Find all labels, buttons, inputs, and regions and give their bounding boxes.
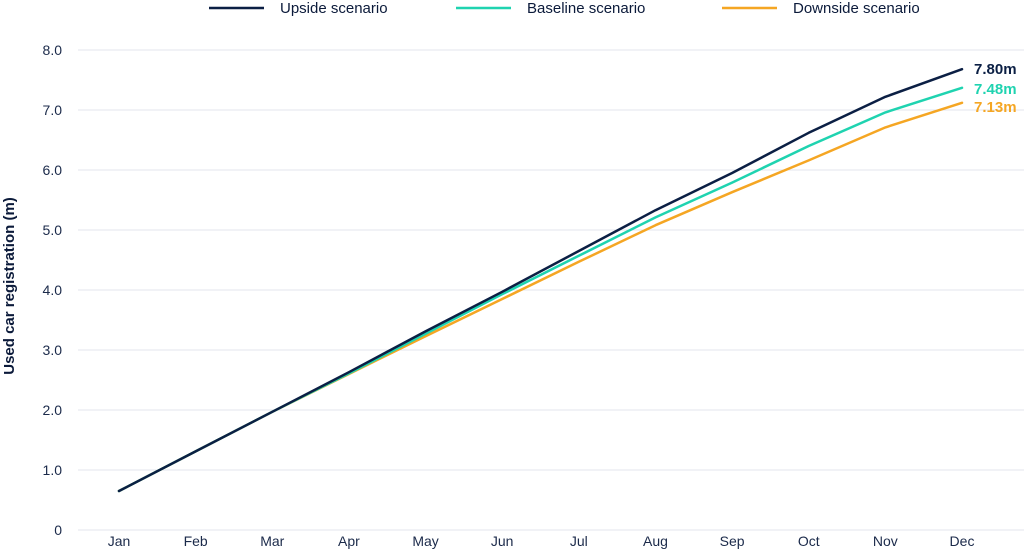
y-tick-label: 2.0 (43, 402, 63, 418)
y-axis-title: Used car registration (m) (1, 197, 18, 375)
x-tick-label: Jan (108, 533, 131, 549)
y-tick-label: 0 (54, 522, 62, 538)
end-value-label: 7.80m (974, 61, 1017, 78)
y-tick-label: 6.0 (43, 162, 63, 178)
y-tick-label: 8.0 (43, 42, 63, 58)
y-tick-label: 3.0 (43, 342, 63, 358)
legend: Upside scenario Baseline scenario Downside… (209, 0, 920, 17)
legend-label: Upside scenario (280, 0, 388, 17)
legend-label: Baseline scenario (527, 0, 645, 17)
y-tick-label: 4.0 (43, 282, 63, 298)
grid (78, 49, 1024, 531)
x-tick-label: Mar (260, 533, 284, 549)
y-axis: 0 1.0 2.0 3.0 4.0 5.0 6.0 7.0 8.0 (43, 42, 63, 538)
x-tick-label: Feb (184, 533, 208, 549)
series-lines (117, 67, 964, 493)
x-tick-label: Aug (643, 533, 668, 549)
x-tick-label: Dec (950, 533, 975, 549)
x-tick-label: May (412, 533, 438, 549)
y-tick-label: 7.0 (43, 102, 63, 118)
end-value-label: 7.13m (974, 99, 1017, 116)
x-tick-label: Apr (338, 533, 360, 549)
legend-label: Downside scenario (793, 0, 920, 17)
x-tick-label: Jun (491, 533, 514, 549)
series-line-0 (117, 67, 964, 493)
x-tick-label: Nov (873, 533, 898, 549)
y-tick-label: 1.0 (43, 462, 63, 478)
x-tick-label: Sep (720, 533, 745, 549)
x-tick-label: Jul (570, 533, 588, 549)
end-value-label: 7.48m (974, 81, 1017, 98)
y-tick-label: 5.0 (43, 222, 63, 238)
x-tick-label: Oct (798, 533, 820, 549)
x-axis: Jan Feb Mar Apr May Jun Jul Aug Sep Oct Nov Dec (108, 533, 975, 549)
series-line-2 (117, 101, 964, 493)
